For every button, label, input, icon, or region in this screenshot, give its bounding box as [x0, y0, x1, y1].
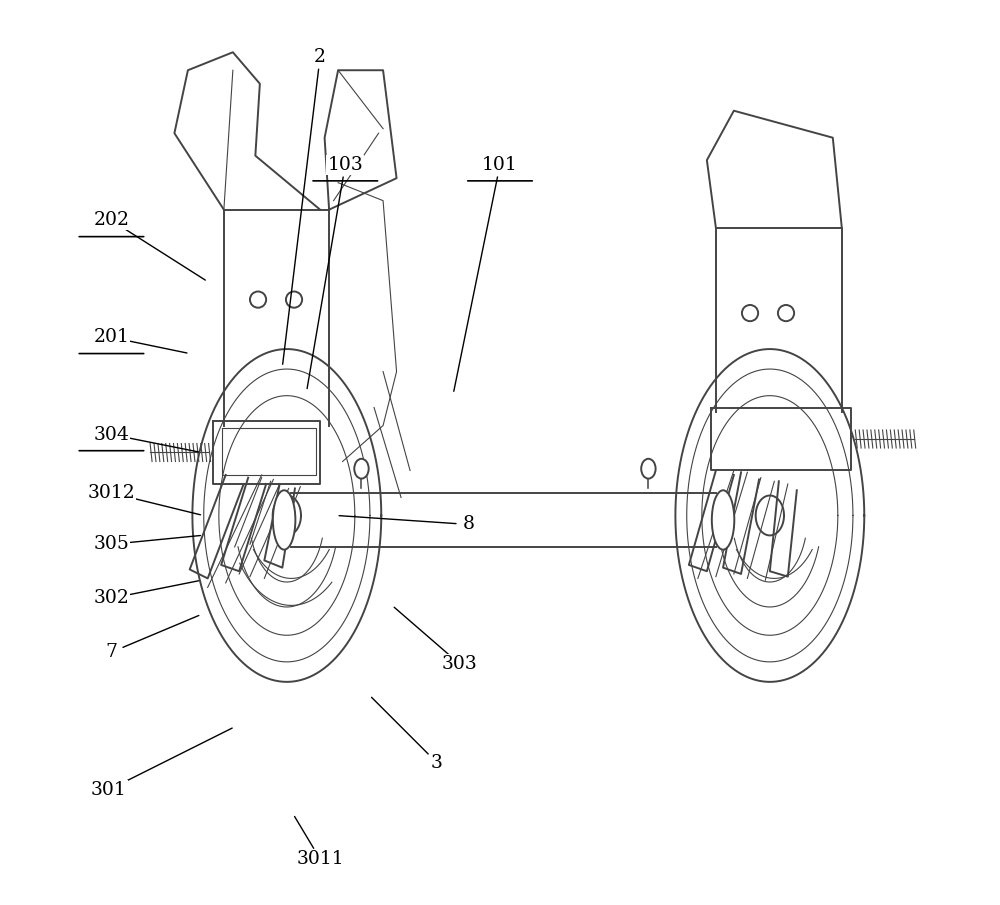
Ellipse shape: [778, 305, 794, 321]
Ellipse shape: [273, 491, 295, 549]
Text: 101: 101: [482, 156, 518, 174]
Ellipse shape: [250, 291, 266, 308]
Text: 201: 201: [94, 329, 129, 347]
Text: 302: 302: [94, 589, 129, 607]
Text: 2: 2: [314, 48, 326, 66]
Ellipse shape: [712, 491, 734, 549]
Text: 301: 301: [91, 781, 127, 799]
Ellipse shape: [641, 459, 656, 479]
Text: 3012: 3012: [88, 484, 135, 502]
Text: 103: 103: [327, 156, 363, 174]
Text: 7: 7: [105, 643, 117, 662]
Text: 3011: 3011: [296, 850, 344, 868]
Text: 3: 3: [431, 754, 443, 772]
Ellipse shape: [354, 459, 369, 479]
Text: 304: 304: [94, 425, 129, 443]
Text: 8: 8: [463, 516, 475, 533]
Ellipse shape: [286, 291, 302, 308]
Text: 202: 202: [93, 212, 129, 230]
Text: 305: 305: [94, 535, 129, 553]
Text: 303: 303: [442, 655, 477, 673]
Ellipse shape: [742, 305, 758, 321]
